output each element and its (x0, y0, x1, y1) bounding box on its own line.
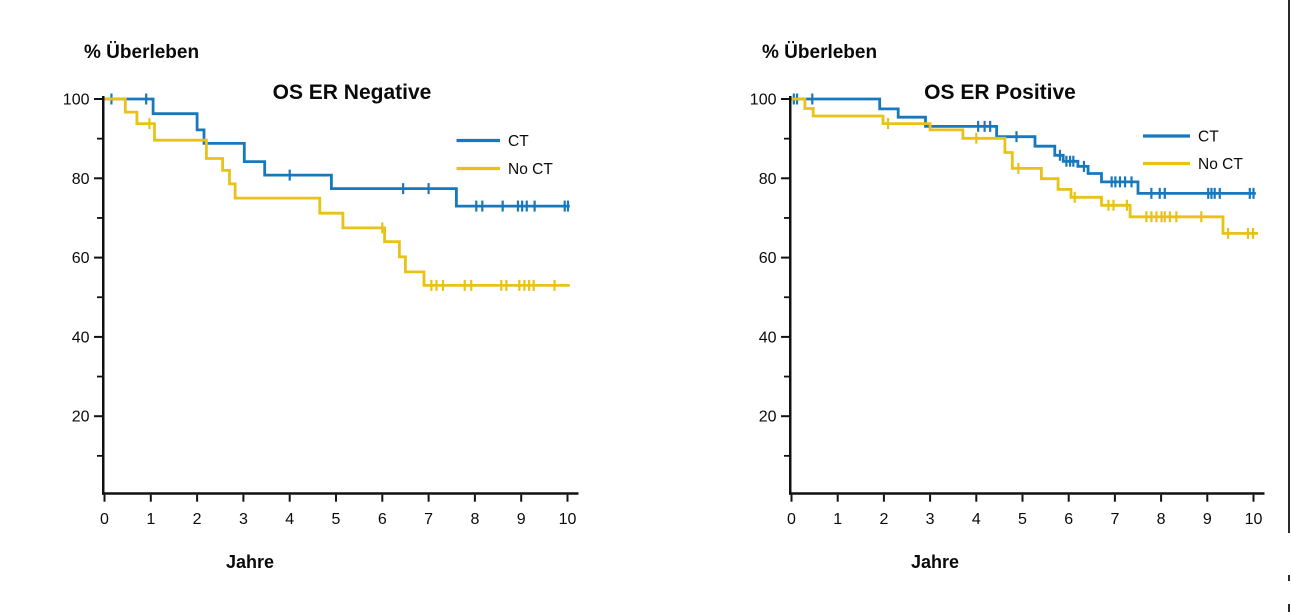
curve-no-ct (791, 97, 1259, 235)
x-tick-label: 8 (470, 511, 479, 528)
y-tick-label: 20 (72, 409, 90, 426)
y-axis-title: % Überleben (84, 42, 199, 63)
chart-title: OS ER Positive (924, 81, 1076, 104)
x-tick-label: 3 (239, 511, 248, 528)
x-tick-label: 3 (926, 511, 935, 528)
y-tick-label: 60 (759, 250, 777, 267)
y-tick-label: 40 (72, 329, 90, 346)
y-tick-label: 80 (72, 171, 90, 188)
y-tick-label: 40 (759, 329, 777, 346)
legend: CT No CT (456, 133, 553, 178)
x-tick-label: 9 (1203, 511, 1212, 528)
censor-marks-ct (110, 93, 570, 212)
x-tick-label: 6 (1064, 511, 1073, 528)
x-tick-label: 1 (146, 511, 155, 528)
x-tick-label: 0 (100, 511, 109, 528)
legend-ct-label: CT (508, 133, 529, 150)
chart-title: OS ER Negative (273, 81, 432, 104)
x-tick-label: 4 (972, 511, 981, 528)
y-axis-title: % Überleben (762, 42, 877, 63)
censor-marks-no-ct (148, 118, 556, 291)
x-tick-label: 1 (833, 511, 842, 528)
x-tick-label: 8 (1157, 511, 1166, 528)
axes: 0 1 2 3 4 5 6 7 8 9 10 100 80 60 40 20 (63, 92, 579, 528)
x-tick-label: 7 (424, 511, 433, 528)
curve-ct (791, 97, 1256, 195)
x-tick-label: 5 (332, 511, 341, 528)
y-tick-label: 60 (72, 250, 90, 267)
x-tick-label: 9 (517, 511, 526, 528)
plot-area (791, 93, 1259, 239)
plot-area (104, 93, 570, 291)
censor-marks-no-ct (886, 118, 1255, 239)
censor-marks-ct (792, 93, 1255, 199)
x-tick-label: 10 (1245, 511, 1263, 528)
y-tick-label: 20 (759, 409, 777, 426)
km-panel-os-er-positive: % Überleben OS ER Positive 0 1 2 3 4 5 6 7 8 9 10 1… (750, 42, 1265, 572)
y-tick-label: 100 (750, 92, 777, 109)
x-tick-label: 5 (1018, 511, 1027, 528)
x-tick-label: 0 (787, 511, 796, 528)
legend-ct-label: CT (1198, 129, 1219, 146)
legend-no-ct-label: No CT (508, 161, 553, 178)
x-tick-label: 7 (1110, 511, 1119, 528)
curve-no-ct (104, 97, 570, 287)
x-axis-title: Jahre (911, 552, 959, 572)
legend-no-ct-label: No CT (1198, 156, 1243, 173)
x-tick-label: 4 (285, 511, 294, 528)
x-axis-title: Jahre (226, 552, 274, 572)
x-tick-label: 6 (378, 511, 387, 528)
legend: CT No CT (1143, 129, 1243, 173)
y-tick-label: 100 (63, 92, 90, 109)
curve-ct (104, 97, 570, 208)
x-tick-label: 2 (879, 511, 888, 528)
axes: 0 1 2 3 4 5 6 7 8 9 10 100 80 60 40 20 (750, 92, 1265, 528)
y-tick-label: 80 (759, 171, 777, 188)
x-tick-label: 10 (559, 511, 577, 528)
km-panel-os-er-negative: % Überleben OS ER Negative 0 1 2 3 4 5 6 7 8 9 10 1… (63, 42, 579, 572)
x-tick-label: 2 (193, 511, 202, 528)
